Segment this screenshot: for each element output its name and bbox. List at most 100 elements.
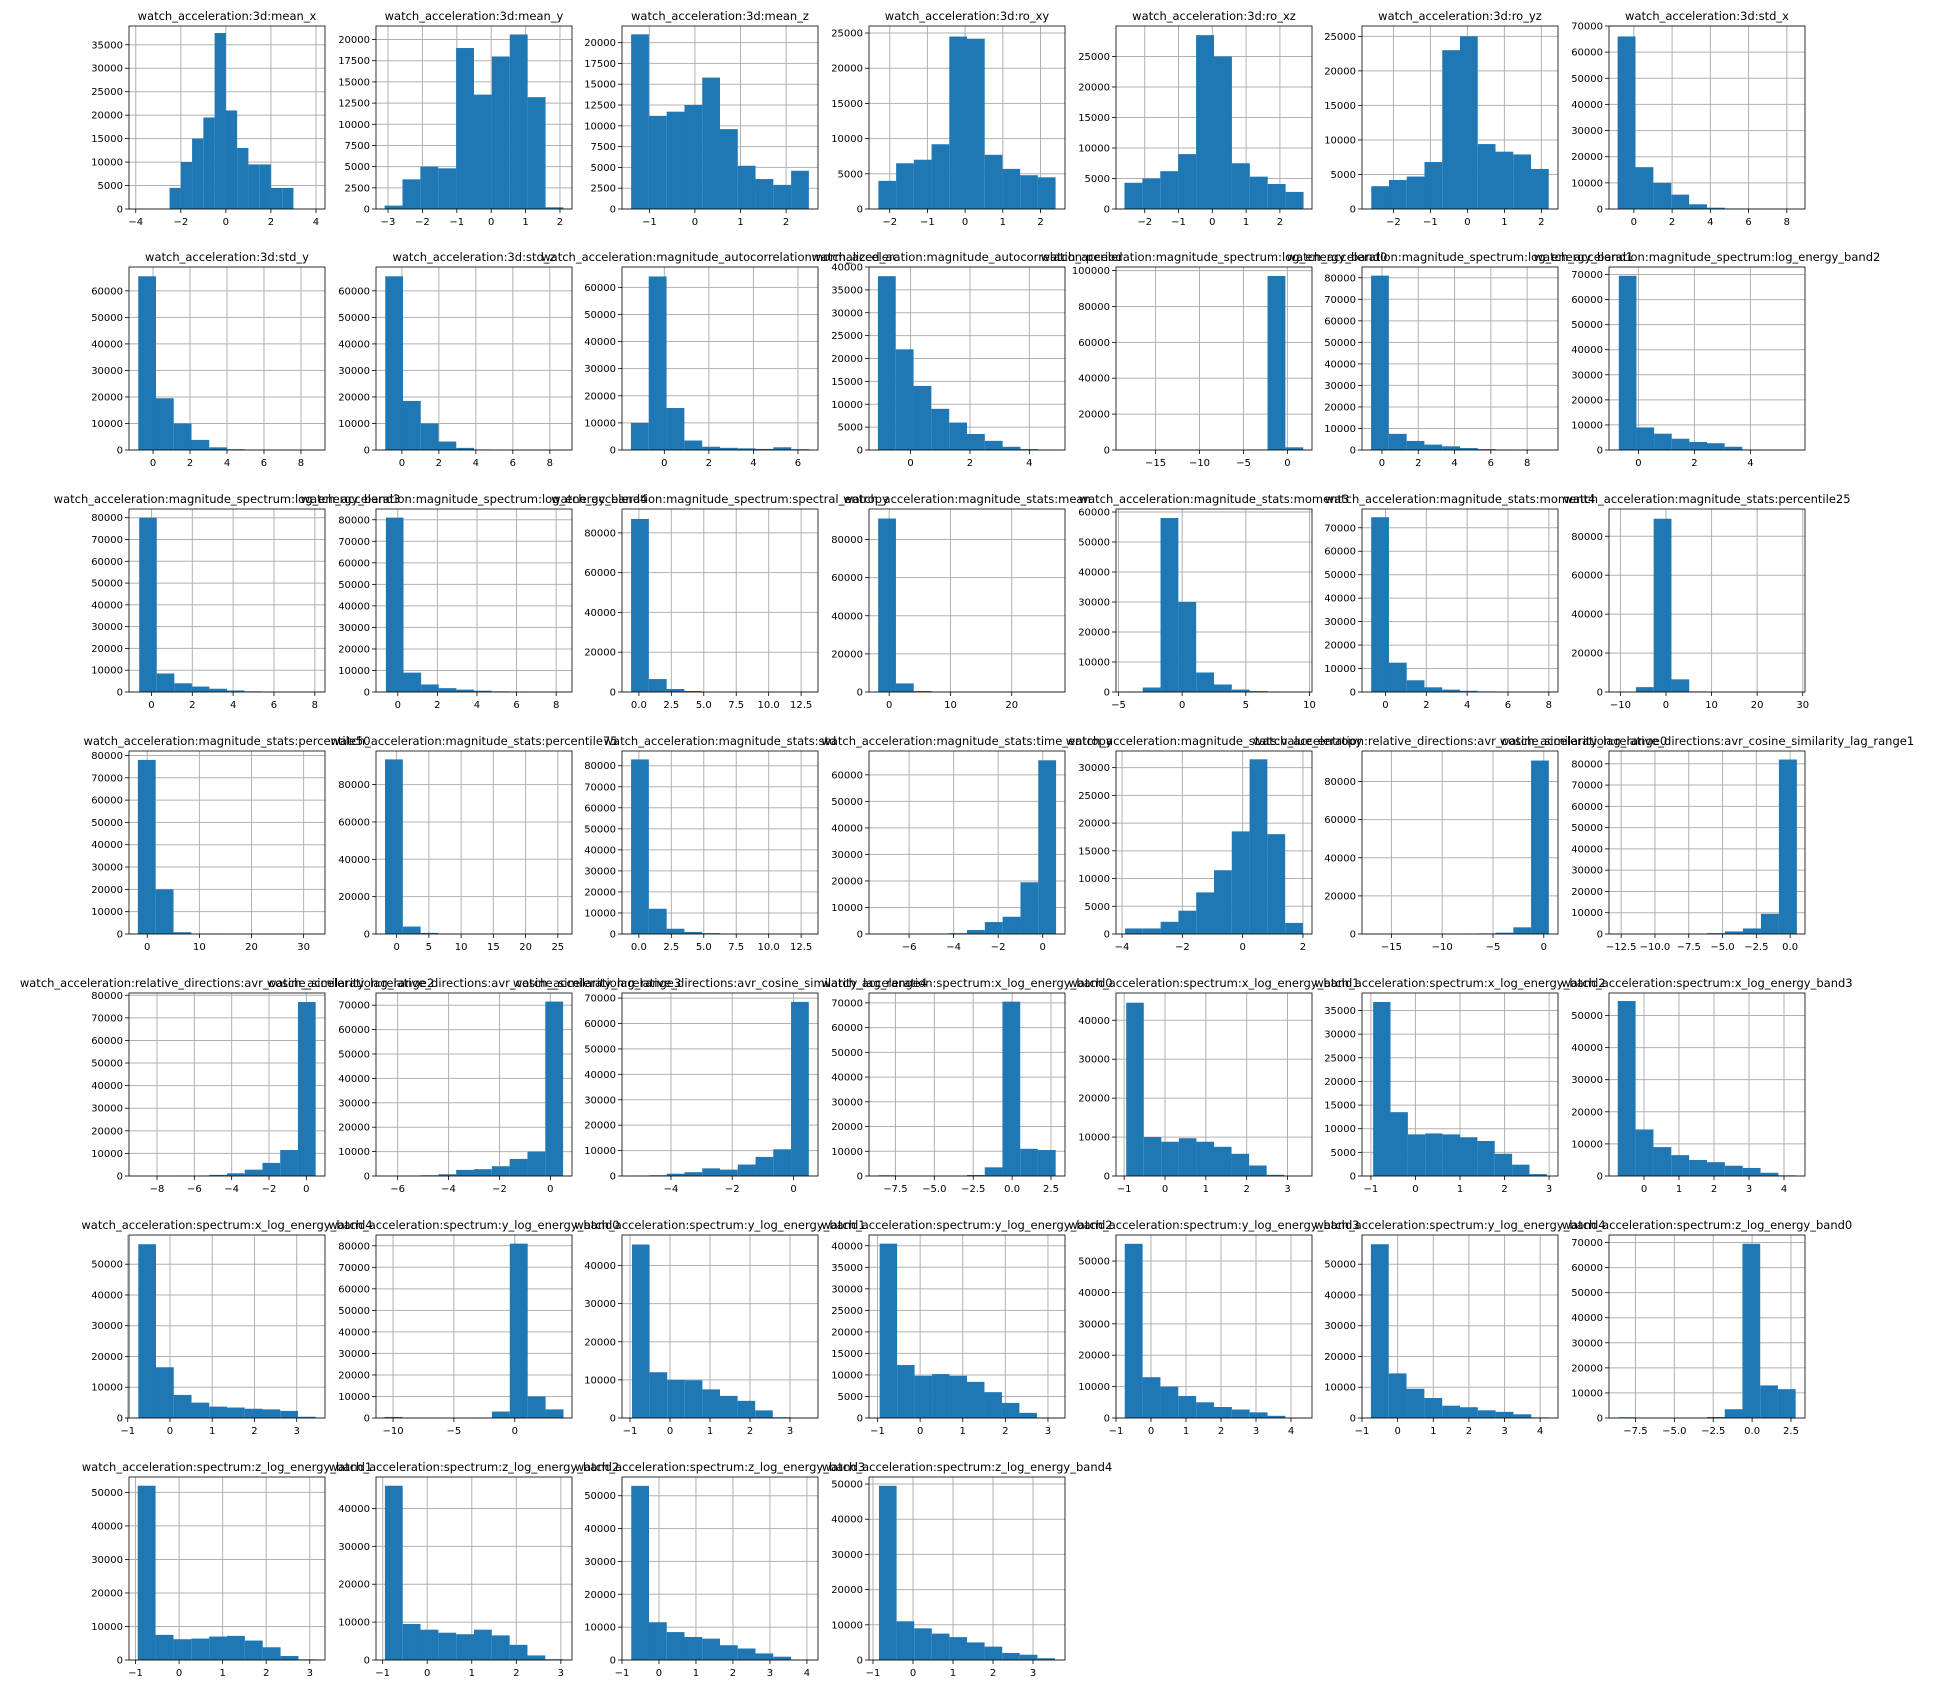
- x-tick-label: 5: [426, 942, 432, 953]
- histogram-bar: [192, 1403, 210, 1418]
- y-tick-label: 10000: [831, 1620, 863, 1631]
- histogram-bar: [280, 1150, 298, 1176]
- histogram-bar: [1178, 911, 1196, 934]
- histogram-bar: [720, 1170, 738, 1176]
- y-tick-label: 10000: [1324, 1124, 1356, 1135]
- histogram-bar: [1124, 183, 1142, 209]
- x-tick-label: 4: [1537, 1426, 1543, 1437]
- y-tick-label: 60000: [831, 1023, 863, 1034]
- histogram-bar: [1178, 602, 1196, 692]
- x-tick-label: 0: [1394, 1426, 1400, 1437]
- histogram-bar: [245, 1641, 263, 1660]
- y-tick-label: 15000: [338, 77, 370, 88]
- x-tick-label: 1: [209, 1426, 215, 1437]
- y-tick-label: 60000: [1078, 508, 1110, 519]
- y-tick-label: 40000: [338, 1327, 370, 1338]
- y-tick-label: 20000: [1571, 887, 1603, 898]
- x-tick-label: 0: [1284, 458, 1290, 469]
- x-tick-label: 1: [693, 1668, 699, 1678]
- y-tick-label: 30000: [584, 1299, 616, 1310]
- y-tick-label: 40000: [831, 1241, 863, 1252]
- y-tick-label: 60000: [91, 286, 123, 297]
- y-tick-label: 0: [610, 930, 616, 941]
- histogram-bar: [1618, 1001, 1636, 1176]
- y-tick-label: 20000: [91, 1588, 123, 1599]
- axes-background: [1609, 751, 1805, 934]
- y-tick-label: 30000: [91, 1104, 123, 1115]
- histogram-bar: [1725, 1409, 1743, 1418]
- x-tick-label: −1: [870, 1426, 885, 1437]
- histogram-bar: [226, 110, 237, 209]
- y-tick-label: 50000: [338, 1050, 370, 1061]
- x-tick-label: 0: [1209, 217, 1215, 228]
- y-tick-label: 0: [117, 688, 123, 699]
- histogram-bar: [527, 1655, 545, 1660]
- x-tick-label: 10: [944, 700, 957, 711]
- histogram-bar: [174, 423, 192, 450]
- x-tick-label: 8: [312, 700, 318, 711]
- y-tick-label: 60000: [338, 1284, 370, 1295]
- x-tick-label: 0: [667, 1426, 673, 1437]
- y-tick-label: 20000: [831, 649, 863, 660]
- histogram-bar: [738, 166, 756, 209]
- x-tick-label: −10: [1432, 942, 1453, 953]
- y-tick-label: 40000: [584, 337, 616, 348]
- x-tick-label: 1: [1501, 217, 1507, 228]
- histogram-bar: [263, 1647, 281, 1660]
- axes-background: [869, 509, 1065, 692]
- x-tick-label: −1: [615, 1668, 630, 1678]
- histogram-bar: [773, 1149, 791, 1176]
- histogram-bar: [879, 1486, 897, 1660]
- histogram-bar: [649, 276, 667, 450]
- y-tick-label: 60000: [1324, 316, 1356, 327]
- x-tick-label: 10.0: [758, 942, 780, 953]
- y-tick-label: 10000: [91, 1383, 123, 1394]
- histogram-bar: [474, 1169, 492, 1176]
- y-tick-label: 10000: [91, 666, 123, 677]
- x-tick-label: 2.5: [663, 700, 679, 711]
- histogram-bar: [896, 349, 914, 450]
- y-tick-label: 17500: [584, 59, 616, 70]
- x-tick-label: 4: [804, 1668, 810, 1678]
- x-tick-label: 0: [910, 1668, 916, 1678]
- histogram-bar: [1143, 688, 1161, 693]
- x-tick-label: 4: [313, 217, 319, 228]
- y-tick-label: 0: [364, 688, 370, 699]
- histogram-bar: [1407, 177, 1425, 209]
- y-tick-label: 70000: [1571, 270, 1603, 281]
- histogram-title: watch_acceleration:3d:std_y: [145, 250, 309, 264]
- histogram-bar: [631, 1486, 649, 1660]
- y-tick-label: 20000: [91, 111, 123, 122]
- y-tick-label: 20000: [1078, 1094, 1110, 1105]
- histogram-bar: [245, 1170, 263, 1176]
- x-tick-label: 0: [1040, 942, 1046, 953]
- y-tick-label: 20000: [91, 392, 123, 403]
- y-tick-label: 20000: [584, 38, 616, 49]
- y-tick-label: 30000: [1324, 1030, 1356, 1041]
- y-tick-label: 17500: [338, 56, 370, 67]
- histogram-bar: [967, 1382, 984, 1418]
- y-tick-label: 50000: [91, 1260, 123, 1271]
- y-tick-label: 10000: [1324, 424, 1356, 435]
- histogram-title: watch_acceleration:magnitude_stats:perce…: [330, 734, 617, 748]
- histogram-bar: [1689, 1160, 1707, 1176]
- histogram-bar: [1038, 177, 1056, 209]
- y-tick-label: 40000: [338, 855, 370, 866]
- histogram-bar: [1778, 1389, 1796, 1418]
- y-tick-label: 20000: [1078, 1351, 1110, 1362]
- x-tick-label: 0: [1148, 1426, 1154, 1437]
- histogram-bar: [1743, 1168, 1761, 1176]
- y-tick-label: 20000: [1571, 1107, 1603, 1118]
- histogram-bar: [1160, 171, 1178, 209]
- y-tick-label: 30000: [91, 622, 123, 633]
- x-tick-label: 6: [510, 458, 516, 469]
- y-tick-label: 0: [610, 1172, 616, 1183]
- x-tick-label: 3: [1030, 1668, 1036, 1678]
- x-tick-label: 6: [271, 700, 277, 711]
- x-tick-label: −1: [1355, 1426, 1370, 1437]
- y-tick-label: 10000: [831, 400, 863, 411]
- histogram-bar: [1214, 1407, 1232, 1418]
- y-tick-label: 70000: [1571, 22, 1603, 33]
